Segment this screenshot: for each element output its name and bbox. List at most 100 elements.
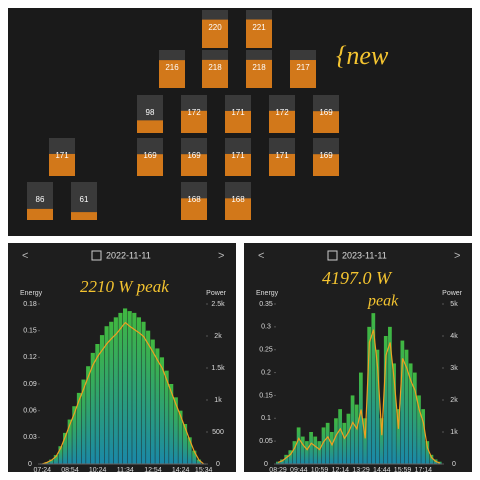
panel-fill: [71, 212, 97, 220]
energy-bar: [325, 422, 330, 464]
date: 2023-11-11: [342, 250, 387, 260]
calendar-icon: [327, 250, 338, 261]
nav-prev[interactable]: <: [22, 250, 28, 262]
panel-fill: [202, 19, 228, 48]
panel-fill: [181, 198, 207, 220]
energy-bar: [53, 455, 58, 464]
y-tick-label: 0.18: [23, 301, 37, 308]
x-tick-label: 08:54: [61, 467, 79, 474]
energy-bar: [81, 379, 86, 464]
energy-bar: [392, 363, 396, 464]
energy-bar: [313, 436, 318, 464]
energy-bar: [132, 312, 137, 464]
x-tick-label: 10:24: [89, 467, 107, 474]
panel-value: 171: [231, 108, 245, 117]
y2-tick-label: 1k: [450, 429, 458, 436]
power-line: [42, 321, 205, 465]
panel-fill: [225, 198, 251, 220]
y2-tick-label: 3k: [450, 365, 458, 372]
y2-tick-label: 2.5k: [211, 301, 225, 308]
energy-bar: [421, 409, 425, 464]
energy-bar: [296, 427, 301, 464]
panel-value: 172: [275, 108, 289, 117]
energy-bar: [72, 406, 77, 464]
energy-bar: [159, 357, 165, 464]
energy-bar: [67, 419, 72, 464]
y-tick-label: 0.15: [259, 392, 273, 399]
energy-bar: [317, 441, 322, 464]
energy-bar: [169, 384, 174, 464]
panel-fill: [181, 154, 207, 176]
nav-next[interactable]: >: [218, 250, 224, 262]
energy-bar: [178, 410, 183, 464]
energy-bar: [363, 418, 367, 464]
y2-tick-label: 4k: [450, 333, 458, 340]
panel-value: 171: [55, 151, 69, 160]
energy-bar: [288, 450, 293, 464]
y-tick-label: 0.1: [261, 415, 271, 422]
panel-value: 216: [165, 63, 179, 72]
energy-bar: [300, 436, 305, 464]
y2-axis-title: Power: [442, 290, 463, 297]
panel-value: 217: [296, 63, 310, 72]
energy-bar: [150, 339, 155, 464]
y2-tick-label: 2k: [450, 397, 458, 404]
energy-bar: [164, 370, 169, 464]
x-tick-label: 12:54: [144, 467, 162, 474]
energy-bar: [383, 336, 388, 464]
panel-fill: [246, 19, 272, 48]
energy-bar: [58, 446, 63, 464]
energy-bar: [400, 340, 405, 464]
y-tick-label: 0.15: [23, 328, 37, 335]
panel-fill: [246, 59, 272, 88]
panel-fill: [313, 154, 339, 176]
y2-tick-label: 0: [452, 461, 456, 468]
y-tick-label: 0.35: [259, 301, 273, 308]
energy-bar: [173, 397, 178, 464]
panel-fill: [159, 60, 185, 88]
energy-bar: [309, 432, 313, 464]
x-tick-label: 08:29: [269, 467, 287, 474]
panel-fill: [225, 110, 251, 133]
y2-axis-title: Power: [206, 290, 227, 297]
panel-value: 169: [319, 108, 333, 117]
energy-bar: [118, 312, 123, 464]
energy-bar: [86, 366, 91, 464]
energy-bar: [321, 427, 326, 464]
panel-fill: [49, 153, 75, 176]
panel-value: 172: [187, 108, 201, 117]
energy-bar: [404, 349, 409, 464]
panel-value: 61: [80, 195, 89, 204]
energy-bar: [187, 437, 192, 464]
panel-value: 168: [187, 195, 201, 204]
energy-bar: [329, 432, 334, 464]
panel-value: 218: [252, 63, 266, 72]
nav-prev[interactable]: <: [258, 250, 264, 262]
y-tick-label: 0: [28, 461, 32, 468]
panel-value: 169: [319, 151, 333, 160]
x-tick-label: 14:44: [373, 467, 391, 474]
y-tick-label: 0.03: [23, 434, 37, 441]
energy-bar: [379, 418, 384, 464]
energy-bar: [346, 413, 351, 464]
x-tick-label: 07:24: [34, 467, 52, 474]
energy-bar: [276, 461, 280, 464]
x-tick-label: 11:34: [117, 467, 134, 474]
x-tick-label: 15:59: [394, 467, 412, 474]
x-tick-label: 14:24: [172, 467, 190, 474]
nav-next[interactable]: >: [454, 250, 460, 262]
y2-tick-label: 2k: [214, 333, 222, 340]
y-tick-label: 0.09: [23, 381, 37, 388]
panel-fill: [27, 208, 53, 220]
panel-fill: [137, 120, 163, 133]
panel-fill: [137, 154, 163, 176]
date: 2022-11-11: [106, 250, 151, 260]
annotation: 4197.0 W: [322, 268, 393, 288]
energy-bar: [146, 330, 151, 464]
x-tick-label: 13:29: [352, 467, 370, 474]
energy-bar: [429, 454, 434, 464]
y-axis-title: Energy: [20, 290, 43, 297]
x-tick-label: 12:14: [332, 467, 350, 474]
x-tick-label: 15:34: [195, 467, 213, 474]
panel-value: 221: [252, 23, 266, 32]
